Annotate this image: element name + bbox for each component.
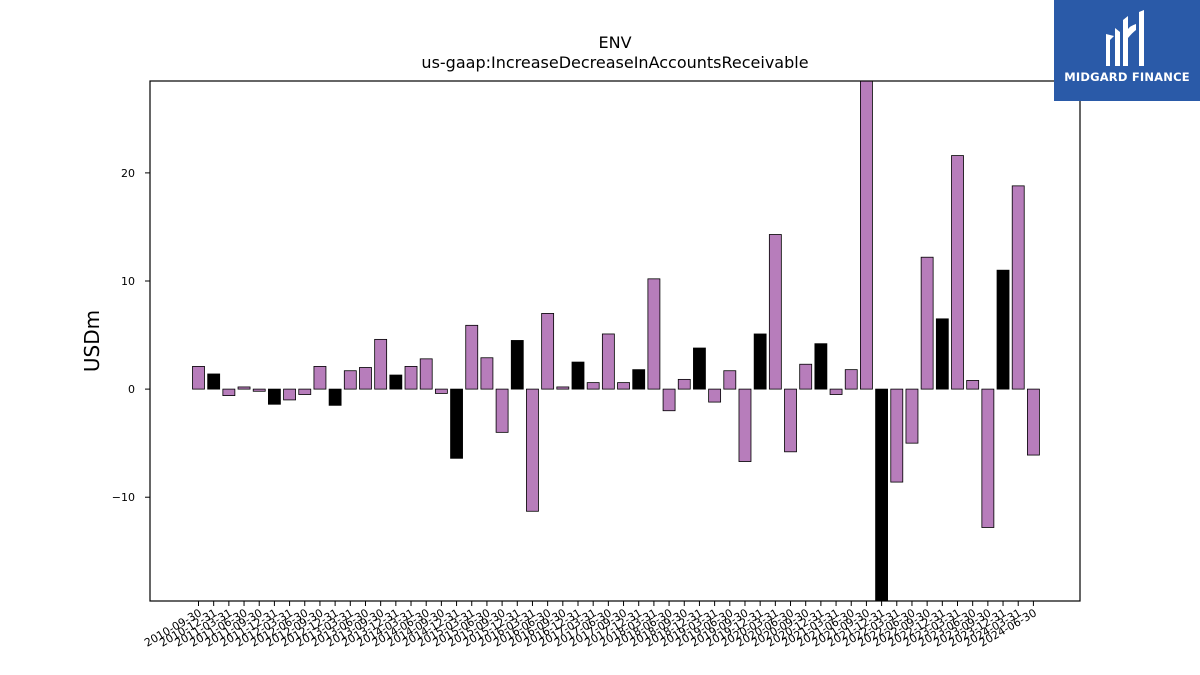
y-axis-ticks: −10 0 10 20 xyxy=(112,167,150,504)
plot-frame xyxy=(149,80,1081,602)
bar xyxy=(935,318,949,390)
midgard-logo-icon xyxy=(1106,10,1144,66)
midgard-finance-logo: MIDGARD FINANCE xyxy=(1054,0,1200,101)
logo-text: MIDGARD FINANCE xyxy=(1064,70,1190,84)
bar xyxy=(343,370,357,390)
y-axis-label: USDm xyxy=(80,310,104,372)
bar xyxy=(753,333,767,390)
bar xyxy=(586,382,600,390)
bar xyxy=(601,333,615,390)
bar xyxy=(526,388,539,512)
bar xyxy=(389,374,403,390)
y-tick-label: −10 xyxy=(112,491,135,504)
bar xyxy=(632,369,646,390)
bar xyxy=(829,388,843,395)
bar xyxy=(662,388,676,412)
bar xyxy=(617,382,630,390)
bar xyxy=(374,338,388,390)
bar xyxy=(647,278,661,390)
bar xyxy=(267,388,281,405)
bar xyxy=(677,378,691,390)
bar xyxy=(222,388,236,396)
bar xyxy=(799,363,813,390)
bar xyxy=(951,155,964,390)
bar xyxy=(404,366,418,390)
bar xyxy=(252,388,266,392)
bar xyxy=(875,388,888,602)
bar xyxy=(207,373,221,390)
bar xyxy=(434,388,448,394)
chart-subtitle: us-gaap:IncreaseDecreaseInAccountsReceiv… xyxy=(421,53,808,72)
bar xyxy=(237,386,251,390)
y-tick-label: 0 xyxy=(128,383,135,396)
bar xyxy=(844,369,858,390)
bar xyxy=(738,388,752,462)
bar xyxy=(860,80,873,390)
y-tick-label: 20 xyxy=(121,167,135,180)
bar xyxy=(556,386,570,390)
bar xyxy=(784,388,797,453)
x-axis-ticks: 2010-09-302010-12-312011-03-312011-06-30… xyxy=(142,601,1039,650)
bar xyxy=(510,340,524,390)
bar xyxy=(571,361,585,390)
bar xyxy=(905,388,919,444)
bar xyxy=(708,388,722,403)
bar xyxy=(981,388,995,528)
bar xyxy=(419,358,433,390)
bar xyxy=(723,370,737,390)
bar xyxy=(359,367,372,390)
chart-title: ENV xyxy=(598,33,631,52)
bar xyxy=(1011,185,1025,390)
bar xyxy=(450,388,463,459)
bar xyxy=(768,234,782,390)
bar xyxy=(313,366,327,390)
bar xyxy=(890,388,904,483)
y-tick-label: 10 xyxy=(121,275,135,288)
bar xyxy=(920,256,934,390)
bar xyxy=(495,388,509,433)
bar xyxy=(814,343,828,390)
bar xyxy=(541,313,555,390)
bar xyxy=(298,388,312,395)
bar xyxy=(1027,388,1040,456)
bar xyxy=(328,388,342,406)
bar xyxy=(192,366,205,390)
bar xyxy=(480,357,494,390)
bars-group xyxy=(192,80,1040,602)
bar xyxy=(465,324,479,390)
bar xyxy=(996,269,1010,390)
bar xyxy=(693,347,706,390)
bar xyxy=(966,380,980,390)
bar xyxy=(283,388,296,401)
